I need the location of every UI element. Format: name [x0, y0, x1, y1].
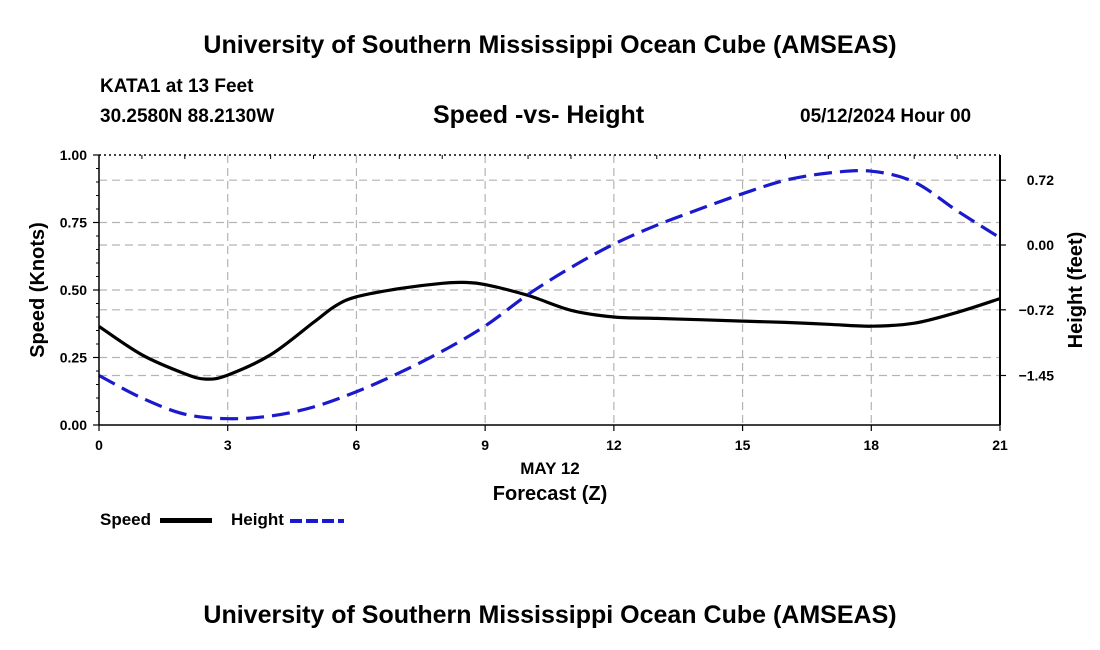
x-tick-label: 3 — [224, 437, 232, 453]
speed-series-line — [98, 280, 1001, 381]
legend-speed-swatch — [160, 518, 212, 523]
y-tick-label: 1.00 — [60, 147, 87, 163]
legend-height-swatch — [290, 519, 344, 523]
y-tick-label: 0.25 — [60, 350, 87, 366]
y-axis-label: Speed (Knots) — [27, 222, 49, 358]
station-label: KATA1 at 13 Feet — [100, 76, 254, 97]
x-axis-label: Forecast (Z) — [493, 483, 607, 505]
station-coords: 30.2580N 88.2130W — [100, 106, 275, 127]
y-tick-label: 0.50 — [60, 282, 87, 298]
y2-tick-label: −1.45 — [1019, 368, 1055, 384]
x-date-label: MAY 12 — [520, 459, 580, 478]
series-lines — [98, 169, 1001, 421]
grid-lines — [99, 155, 1000, 425]
y2-tick-label: 0.00 — [1027, 237, 1054, 253]
x-tick-label: 0 — [95, 437, 103, 453]
chart-title-top: University of Southern Mississippi Ocean… — [203, 31, 897, 59]
x-tick-label: 18 — [863, 437, 879, 453]
y2-axis-label: Height (feet) — [1065, 232, 1087, 349]
chart-title-bottom: University of Southern Mississippi Ocean… — [203, 601, 897, 629]
forecast-date: 05/12/2024 Hour 00 — [800, 106, 972, 127]
x-tick-label: 9 — [481, 437, 489, 453]
axes — [93, 154, 1006, 431]
x-tick-label: 21 — [992, 437, 1008, 453]
legend-height-label: Height — [231, 510, 284, 529]
y-tick-label: 0.75 — [60, 215, 87, 231]
tick-labels: 0 3 6 9 12 15 18 21 0.00 0.25 0.50 0.75 1.00 −1.45 −0.… — [60, 147, 1054, 453]
x-tick-label: 6 — [353, 437, 361, 453]
legend-speed-label: Speed — [100, 510, 152, 529]
height-series-line — [98, 169, 1001, 421]
chart-subtitle: Speed -vs- Height — [433, 101, 645, 129]
x-tick-label: 12 — [606, 437, 622, 453]
x-tick-label: 15 — [735, 437, 751, 453]
y-tick-label: 0.00 — [60, 417, 87, 433]
y2-tick-label: 0.72 — [1027, 172, 1054, 188]
y2-tick-label: −0.72 — [1019, 302, 1055, 318]
